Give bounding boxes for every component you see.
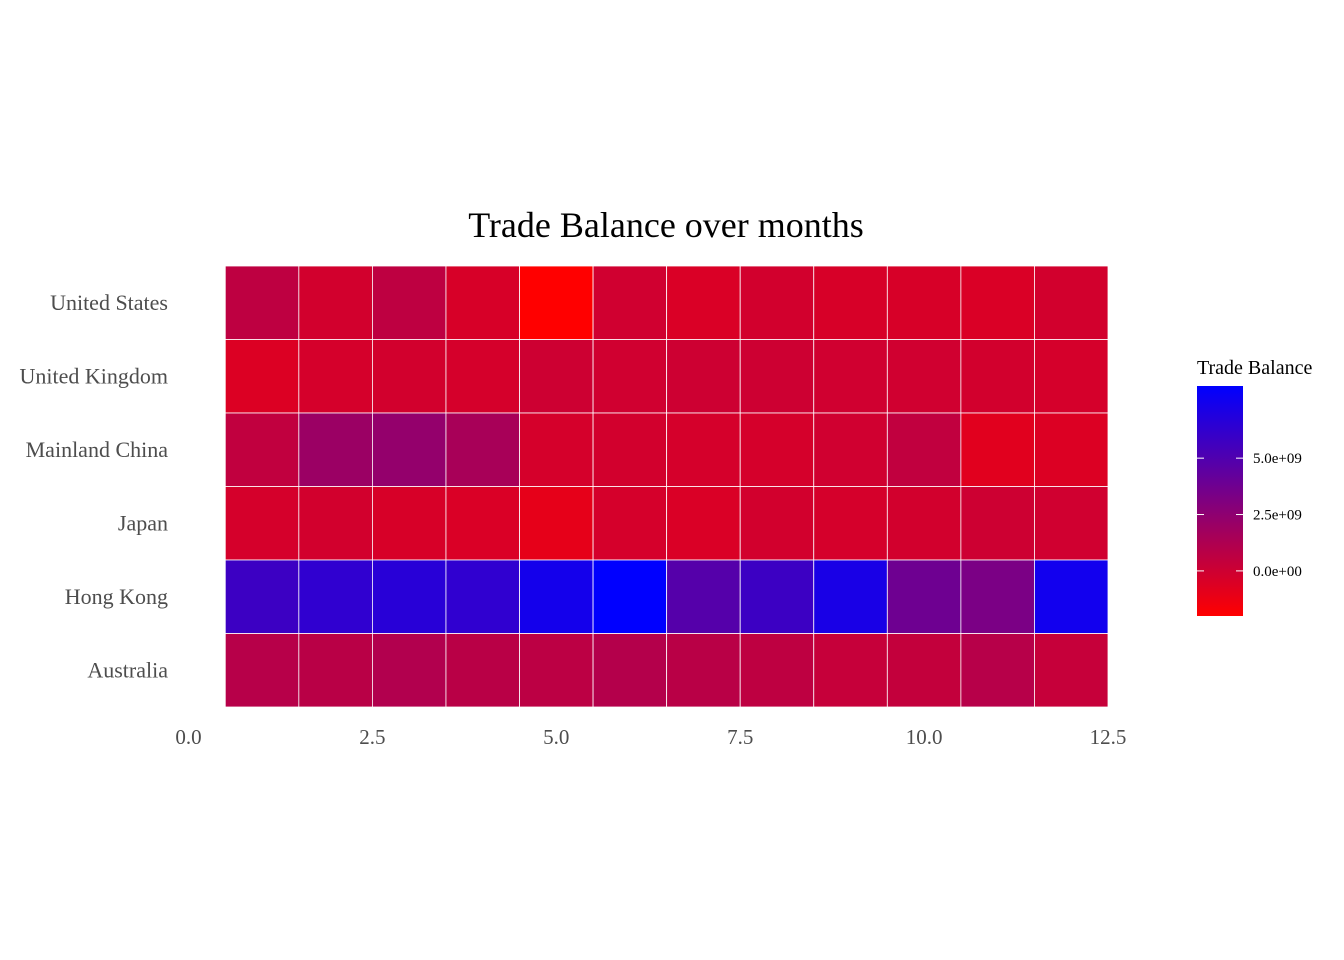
heatmap-cell	[371, 339, 447, 414]
color-legend: Trade Balance 0.0e+00 2.5e+09 5.0e+09	[1197, 357, 1312, 616]
heatmap-cell	[960, 412, 1035, 487]
heatmap-cell	[666, 339, 741, 414]
heatmap-cell	[960, 633, 1035, 708]
heatmap-cell	[298, 486, 373, 561]
heatmap-cell	[298, 633, 373, 708]
heatmap-cell	[666, 486, 741, 561]
x-axis-tick-labels: 0.0 2.5 5.0 7.5 10.0 12.5	[175, 725, 1126, 749]
heatmap-cell	[886, 486, 962, 561]
heatmap-cell	[445, 633, 520, 708]
legend-tick-label: 5.0e+09	[1253, 451, 1302, 467]
heatmap-cell	[592, 486, 668, 561]
y-tick-label: United States	[50, 290, 168, 315]
y-tick-label: Mainland China	[26, 437, 169, 462]
heatmap-cell	[298, 412, 373, 487]
heatmap-cell	[739, 486, 815, 561]
heatmap-cell	[445, 559, 520, 634]
x-tick-label: 5.0	[543, 725, 569, 749]
heatmap-cell	[1034, 633, 1109, 708]
heatmap-cell	[371, 633, 447, 708]
heatmap-cell	[371, 265, 447, 340]
heatmap-cell	[739, 265, 815, 340]
heatmap-cell	[224, 265, 300, 340]
heatmap-cell	[1034, 412, 1109, 487]
heatmap-cell	[592, 412, 668, 487]
heatmap-cell	[371, 486, 447, 561]
heatmap-cell	[224, 339, 300, 414]
y-tick-label: Hong Kong	[65, 584, 168, 609]
heatmap-cell	[813, 633, 888, 708]
heatmap-cell	[445, 412, 520, 487]
heatmap-cell	[1034, 559, 1109, 634]
legend-ticks: 0.0e+00 2.5e+09 5.0e+09	[1197, 451, 1302, 580]
heatmap-cell	[960, 339, 1035, 414]
heatmap-cell	[519, 339, 594, 414]
heatmap-cell	[224, 486, 300, 561]
legend-tick-label: 2.5e+09	[1253, 508, 1302, 524]
heatmap-cell	[886, 412, 962, 487]
heatmap-cell	[666, 412, 741, 487]
heatmap-cell	[519, 486, 594, 561]
heatmap-cell	[960, 559, 1035, 634]
heatmap-cell	[886, 559, 962, 634]
x-tick-label: 10.0	[906, 725, 943, 749]
heatmap-cell	[739, 412, 815, 487]
heatmap-cell	[886, 339, 962, 414]
heatmap-cell	[886, 265, 962, 340]
heatmap-cell	[666, 265, 741, 340]
heatmap-cell	[592, 559, 668, 634]
heatmap-cells	[224, 265, 1109, 708]
heatmap-cell	[813, 339, 888, 414]
legend-tick-label: 0.0e+00	[1253, 564, 1302, 580]
heatmap-cell	[371, 559, 447, 634]
y-tick-label: United Kingdom	[20, 363, 169, 388]
heatmap-cell	[298, 339, 373, 414]
heatmap-cell	[813, 412, 888, 487]
x-tick-label: 2.5	[359, 725, 385, 749]
chart-title: Trade Balance over months	[468, 205, 864, 245]
x-tick-label: 0.0	[175, 725, 201, 749]
heatmap-cell	[298, 559, 373, 634]
y-axis-tick-labels: United States United Kingdom Mainland Chin…	[20, 290, 169, 683]
y-tick-label: Australia	[87, 657, 168, 682]
y-tick-label: Japan	[118, 510, 168, 535]
heatmap-cell	[519, 265, 594, 340]
heatmap-cell	[519, 412, 594, 487]
heatmap-cell	[592, 633, 668, 708]
heatmap-cell	[224, 412, 300, 487]
heatmap-cell	[1034, 265, 1109, 340]
heatmap-cell	[1034, 486, 1109, 561]
heatmap-cell	[886, 633, 962, 708]
heatmap-cell	[739, 339, 815, 414]
heatmap-cell	[224, 559, 300, 634]
heatmap-cell	[813, 486, 888, 561]
heatmap-cell	[445, 486, 520, 561]
legend-title: Trade Balance	[1197, 357, 1312, 379]
heatmap-cell	[666, 633, 741, 708]
heatmap-cell	[298, 265, 373, 340]
heatmap-cell	[739, 559, 815, 634]
heatmap-cell	[960, 265, 1035, 340]
heatmap-cell	[224, 633, 300, 708]
x-tick-label: 12.5	[1090, 725, 1127, 749]
heatmap-cell	[813, 559, 888, 634]
heatmap-cell	[519, 559, 594, 634]
heatmap-cell	[592, 265, 668, 340]
heatmap-cell	[960, 486, 1035, 561]
heatmap-cell	[592, 339, 668, 414]
heatmap-cell	[813, 265, 888, 340]
x-tick-label: 7.5	[727, 725, 753, 749]
heatmap-cell	[739, 633, 815, 708]
heatmap-cell	[519, 633, 594, 708]
heatmap-cell	[445, 339, 520, 414]
heatmap-cell	[1034, 339, 1109, 414]
heatmap-cell	[666, 559, 741, 634]
heatmap-cell	[371, 412, 447, 487]
legend-colorbar	[1197, 386, 1243, 616]
heatmap-cell	[445, 265, 520, 340]
